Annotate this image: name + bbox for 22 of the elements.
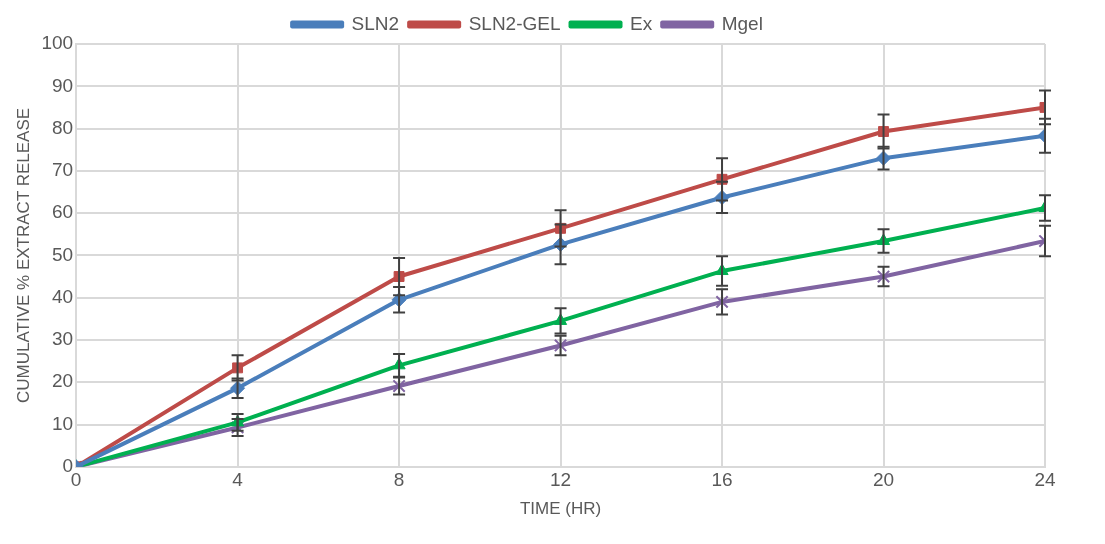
y-tick-label: 100 [41,32,74,54]
y-tick-label: 90 [51,74,74,96]
x-tick-label: 8 [393,469,405,491]
y-tick-label: 70 [51,159,74,181]
y-tick-label: 10 [51,412,74,434]
x-tick-label: 4 [232,469,244,491]
y-tick-label: 80 [51,116,74,138]
y-axis-title: CUMULATIVE % EXTRACT RELEASE [13,107,33,403]
y-tick-label: 60 [51,201,74,223]
legend-label: Mgel [721,12,763,34]
y-tick-label: 50 [51,243,74,265]
x-tick-label: 12 [549,469,572,491]
y-tick-label: 20 [51,370,74,392]
y-tick-label: 40 [51,285,74,307]
x-tick-label: 24 [1034,469,1056,491]
y-tick-label: 30 [51,328,74,350]
x-axis-title: TIME (HR) [519,499,602,519]
x-tick-label: 20 [872,469,895,491]
legend-label: Ex [630,12,653,34]
x-tick-label: 16 [711,469,733,491]
legend-label: SLN2 [351,12,400,34]
legend-label: SLN2-GEL [468,12,561,34]
